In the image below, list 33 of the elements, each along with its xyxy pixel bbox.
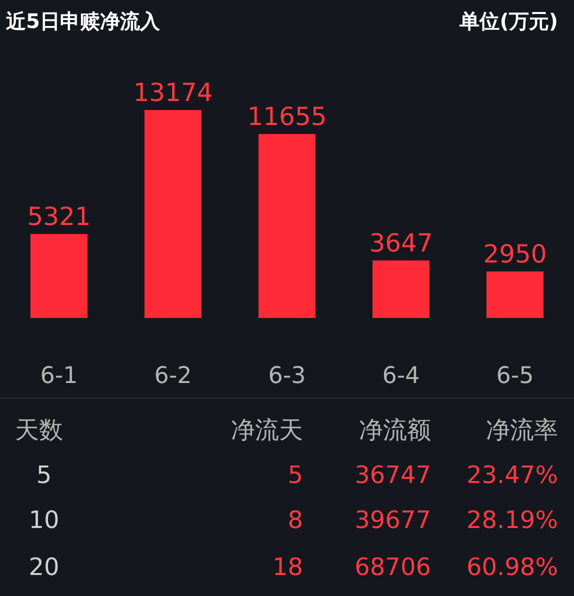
text: 36747 — [354, 461, 431, 489]
bar — [258, 134, 316, 318]
text: 39677 — [354, 506, 431, 534]
text: 60.98% — [466, 553, 558, 581]
x-tick-label: 6-3 — [268, 363, 306, 389]
x-tick-label: 6-1 — [40, 363, 78, 389]
data-label: 5321 — [27, 202, 91, 231]
data-label: 2950 — [483, 239, 547, 268]
chart-subtitle: 单位(万元) — [458, 9, 558, 33]
text: 净流率 — [486, 416, 558, 444]
chart-title: 近5日申赎净流入 — [5, 9, 161, 33]
data-label: 3647 — [369, 228, 433, 258]
bar — [372, 260, 430, 318]
text: 28.19% — [466, 506, 558, 534]
text: 10 — [28, 506, 60, 534]
bar — [486, 271, 544, 318]
text: 净流天 — [231, 416, 303, 444]
text: 5 — [288, 461, 303, 489]
text: 5 — [36, 461, 52, 489]
text: 20 — [28, 553, 60, 581]
text: 68706 — [354, 553, 431, 581]
text: 23.47% — [466, 461, 558, 489]
text: 18 — [272, 553, 303, 581]
text: 净流额 — [359, 416, 431, 444]
x-tick-label: 6-4 — [382, 363, 420, 389]
data-label: 11655 — [247, 102, 327, 131]
x-tick-label: 6-2 — [154, 363, 192, 389]
data-label: 13174 — [133, 78, 213, 107]
text: 8 — [288, 506, 303, 534]
bar — [144, 110, 202, 318]
text: 天数 — [15, 416, 63, 444]
bar — [30, 234, 88, 318]
x-tick-label: 6-5 — [496, 363, 534, 389]
